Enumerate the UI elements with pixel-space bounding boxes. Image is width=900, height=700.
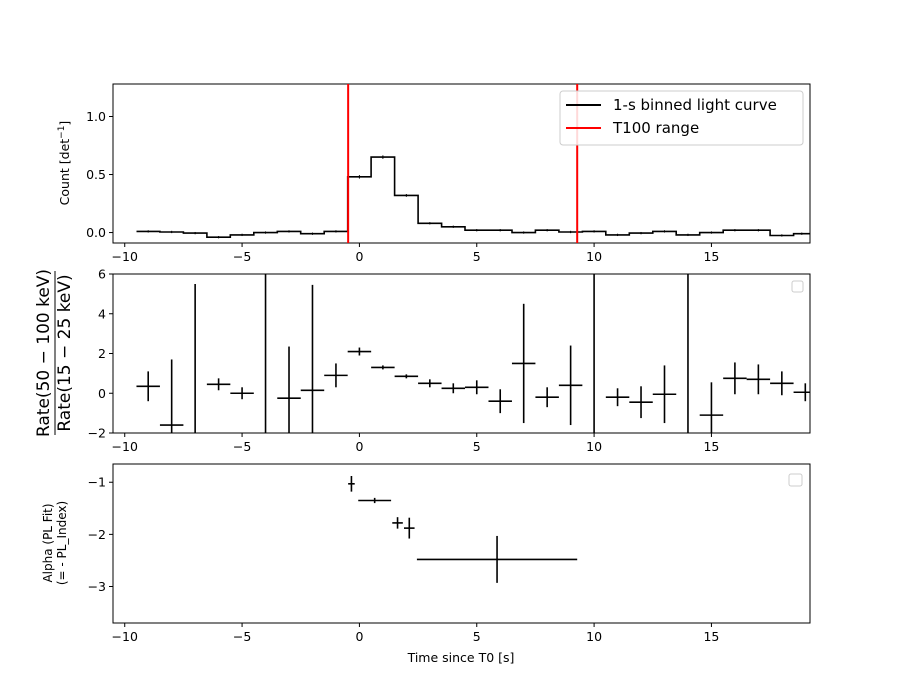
hardness-ticks: −10 −5 0 5 10 15 −2 0 2 4 6	[88, 267, 720, 455]
x-tick-label: 5	[473, 629, 481, 644]
y-tick-label: 4	[98, 306, 106, 321]
hardness-marks	[136, 274, 810, 433]
x-tick-label: −10	[112, 249, 138, 264]
x-tick-label: 5	[473, 439, 481, 454]
alpha-ticks: −10 −5 0 5 10 15 −3 −2 −1	[88, 475, 720, 644]
light-curve-ticks: −10 −5 0 5 10 15 0.0 0.5 1.0	[86, 109, 719, 264]
alpha-axes-frame	[112, 463, 811, 624]
empty-legend-box	[788, 473, 803, 487]
alpha-ylabel: Alpha (PL Fit) (= - PL_Index)	[41, 501, 69, 585]
light-curve-ylabel: Count [det−1]	[57, 121, 72, 206]
alpha-marks	[348, 475, 578, 583]
x-tick-label: 0	[355, 629, 363, 644]
hardness-points	[136, 274, 810, 433]
light-curve-legend: 1-s binned light curve T100 range	[559, 90, 804, 146]
hardness-ylabel: Rate(50 − 100 keV) Rate(15 − 25 keV)	[34, 269, 75, 437]
y-tick-label: 2	[98, 346, 106, 361]
alpha-ylabel-line1: Alpha (PL Fit)	[41, 503, 55, 582]
y-tick-label: −3	[88, 579, 106, 594]
x-tick-label: 0	[355, 439, 363, 454]
alpha-panel: −10 −5 0 5 10 15 −3 −2 −1 Alpha (PL Fit) (= - PL…	[41, 463, 811, 665]
y-tick-label: −2	[88, 426, 106, 441]
x-tick-label: 15	[703, 439, 719, 454]
x-tick-label: 10	[586, 629, 602, 644]
x-tick-label: −10	[112, 629, 138, 644]
y-tick-label: 0.5	[86, 167, 106, 182]
x-tick-label: 10	[586, 249, 602, 264]
legend-box	[559, 90, 804, 146]
hardness-ylabel-numerator: Rate(50 − 100 keV)	[34, 269, 54, 437]
x-tick-label: 15	[703, 629, 719, 644]
x-tick-label: −10	[112, 439, 138, 454]
x-tick-label: 10	[586, 439, 602, 454]
x-tick-label: 15	[703, 249, 719, 264]
x-tick-label: 0	[355, 249, 363, 264]
y-tick-label: 6	[98, 267, 106, 282]
legend-entry-light-curve: 1-s binned light curve	[613, 96, 777, 114]
x-tick-label: −5	[233, 439, 251, 454]
y-tick-label: 0	[98, 386, 106, 401]
hardness-ylabel-denominator: Rate(15 − 25 keV)	[55, 274, 75, 431]
y-tick-label: 1.0	[86, 109, 106, 124]
y-tick-label: −1	[88, 475, 106, 490]
hardness-ratio-panel: −10 −5 0 5 10 15 −2 0 2 4 6 Rate(50 − 100 keV) Rat…	[34, 267, 811, 455]
light-curve-panel: −10 −5 0 5 10 15 0.0 0.5 1.0 Count [det−1] 1-s b…	[57, 83, 811, 264]
x-tick-label: −5	[233, 249, 251, 264]
y-tick-label: −2	[88, 527, 106, 542]
alpha-xlabel: Time since T0 [s]	[407, 650, 515, 665]
hardness-axes-frame	[112, 273, 811, 434]
alpha-ylabel-line2: (= - PL_Index)	[55, 501, 69, 585]
x-tick-label: −5	[233, 629, 251, 644]
light-curve-step	[136, 156, 810, 238]
y-tick-label: 0.0	[86, 225, 106, 240]
empty-legend-box	[791, 280, 804, 293]
x-tick-label: 5	[473, 249, 481, 264]
legend-entry-t100: T100 range	[612, 119, 699, 137]
